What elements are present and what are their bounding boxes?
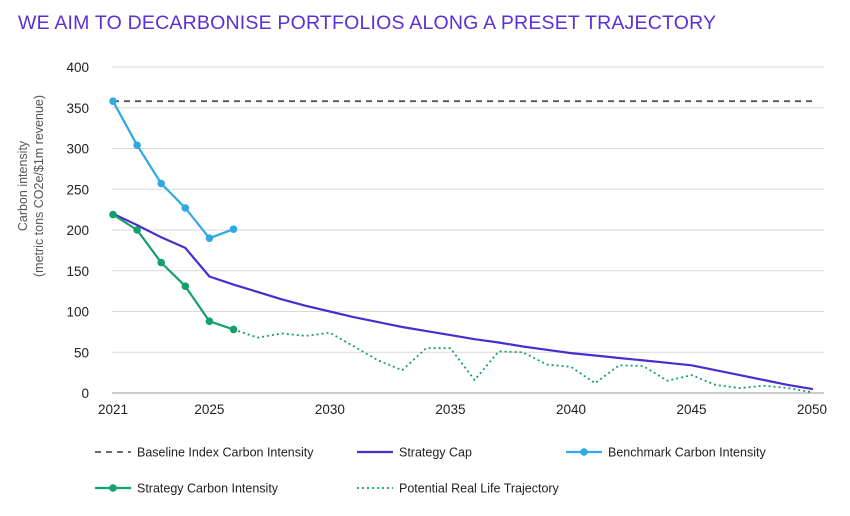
legend-item: Strategy Carbon Intensity <box>95 482 279 496</box>
legend-marker <box>109 484 117 492</box>
legend-marker <box>580 448 588 456</box>
legend-label: Strategy Carbon Intensity <box>137 482 279 496</box>
data-point <box>157 258 166 267</box>
data-point <box>157 179 166 188</box>
data-point <box>181 204 190 212</box>
series-4 <box>233 328 813 394</box>
data-point <box>133 141 141 150</box>
y-tick-label: 300 <box>66 142 89 157</box>
y-tick-label: 150 <box>66 264 89 279</box>
x-tick-label: 2040 <box>556 402 586 417</box>
data-point <box>205 234 214 242</box>
legend-item: Baseline Index Carbon Intensity <box>95 446 314 460</box>
x-tick-label: 2035 <box>435 402 465 417</box>
legend-item: Potential Real Life Trajectory <box>357 482 560 496</box>
legend-label: Potential Real Life Trajectory <box>399 482 560 496</box>
x-tick-label: 2030 <box>315 402 345 417</box>
legend-label: Strategy Cap <box>399 446 472 460</box>
series-lines <box>109 97 814 394</box>
series-line <box>111 100 235 240</box>
legend-item: Strategy Cap <box>357 446 472 460</box>
data-point <box>205 317 214 326</box>
y-axis-label-line2: (metric tons CO2e/$1m revenue) <box>32 95 46 277</box>
x-tick-label: 2025 <box>194 402 224 417</box>
y-tick-label: 100 <box>66 305 89 320</box>
gridlines <box>112 66 824 394</box>
series-line <box>111 212 814 390</box>
y-tick-label: 50 <box>74 345 89 360</box>
y-axis-label-line1: Carbon intensity <box>16 140 30 231</box>
x-axis-ticks: 2021 2025 2030 2035 2040 2045 2050 <box>98 402 827 417</box>
data-point <box>181 282 190 291</box>
y-tick-label: 200 <box>66 223 89 238</box>
data-point <box>229 225 238 233</box>
legend: Baseline Index Carbon Intensity Strategy … <box>95 446 766 496</box>
data-point <box>109 210 117 219</box>
x-tick-label: 2050 <box>797 402 827 417</box>
x-tick-label: 2021 <box>98 402 128 417</box>
y-tick-label: 0 <box>81 386 89 401</box>
legend-label: Benchmark Carbon Intensity <box>608 446 766 460</box>
series-2 <box>109 97 238 242</box>
series-1 <box>111 212 814 390</box>
y-tick-label: 250 <box>66 182 89 197</box>
data-point <box>133 226 141 234</box>
legend-label: Baseline Index Carbon Intensity <box>137 446 314 460</box>
y-axis-ticks: 0 50 100 150 200 250 300 350 400 <box>66 60 89 401</box>
data-point <box>109 97 117 106</box>
y-tick-label: 350 <box>66 101 89 116</box>
y-tick-label: 400 <box>66 60 89 75</box>
series-line <box>233 328 813 394</box>
series-3 <box>109 210 238 334</box>
x-tick-label: 2045 <box>676 402 706 417</box>
series-line <box>111 213 235 331</box>
chart-title: WE AIM TO DECARBONISE PORTFOLIOS ALONG A… <box>18 12 717 34</box>
legend-item: Benchmark Carbon Intensity <box>566 446 766 460</box>
